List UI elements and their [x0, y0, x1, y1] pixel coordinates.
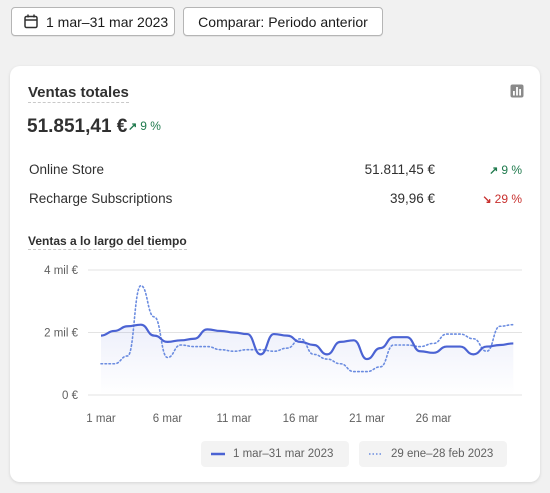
breakdown-row-recharge-subscriptions: Recharge Subscriptions 39,96 € ↘ 29 %	[29, 191, 523, 211]
breakdown-row-online-store: Online Store 51.811,45 € ↗ 9 %	[29, 162, 523, 182]
series-line-current-period	[100, 323, 514, 361]
bar-chart-icon[interactable]	[510, 84, 524, 98]
legend-item-previous-period[interactable]: 29 ene–28 feb 2023	[359, 441, 507, 467]
channel-amount: 51.811,45 €	[364, 162, 435, 177]
dotted-line-swatch-icon	[369, 453, 383, 455]
date-range-label: 1 mar–31 mar 2023	[46, 13, 169, 30]
total-sales-value: 51.851,41 €	[27, 116, 128, 137]
compare-button[interactable]: Comparar: Periodo anterior	[183, 7, 383, 36]
channel-name: Online Store	[29, 162, 105, 177]
x-tick-label: 21 mar	[349, 413, 385, 425]
channel-name: Recharge Subscriptions	[29, 191, 173, 206]
legend-item-current-period[interactable]: 1 mar–31 mar 2023	[201, 441, 349, 467]
arrow-up-right-icon: ↗	[128, 120, 138, 133]
y-tick-label: 0 €	[62, 390, 79, 402]
channel-delta: ↗ 9 %	[489, 163, 522, 177]
arrow-up-right-icon: ↗	[489, 164, 499, 177]
channel-amount: 39,96 €	[389, 191, 435, 206]
card-title[interactable]: Ventas totales	[28, 84, 129, 103]
compare-label: Comparar: Periodo anterior	[198, 13, 368, 30]
channel-delta: ↘ 29 %	[482, 192, 522, 206]
chart-title[interactable]: Ventas a lo largo del tiempo	[28, 234, 187, 250]
total-sales-delta: ↗ 9 %	[128, 119, 161, 133]
x-tick-label: 6 mar	[153, 413, 183, 425]
calendar-icon	[24, 14, 38, 29]
arrow-down-right-icon: ↘	[482, 193, 492, 206]
x-tick-label: 1 mar	[86, 413, 116, 425]
y-tick-label: 4 mil €	[44, 265, 78, 277]
date-range-button[interactable]: 1 mar–31 mar 2023	[11, 7, 175, 36]
sales-over-time-chart: 4 mil € 2 mil € 0 € 1 mar 6 mar 11 mar 16 mar 2…	[44, 265, 522, 425]
current-series-area	[101, 324, 514, 395]
channel-delta-value: 9 %	[501, 163, 522, 177]
total-delta-value: 9 %	[140, 119, 161, 133]
x-tick-label: 16 mar	[283, 413, 319, 425]
x-tick-label: 11 mar	[217, 413, 252, 425]
y-tick-label: 2 mil €	[44, 328, 78, 340]
solid-line-swatch-icon	[211, 452, 225, 456]
x-tick-label: 26 mar	[416, 413, 452, 425]
legend-label: 29 ene–28 feb 2023	[391, 448, 494, 460]
channel-delta-value: 29 %	[494, 192, 522, 206]
total-sales-card: 4 mil € 2 mil € 0 € 1 mar 6 mar 11 mar 16 mar 2…	[10, 66, 540, 482]
legend-label: 1 mar–31 mar 2023	[233, 448, 334, 460]
